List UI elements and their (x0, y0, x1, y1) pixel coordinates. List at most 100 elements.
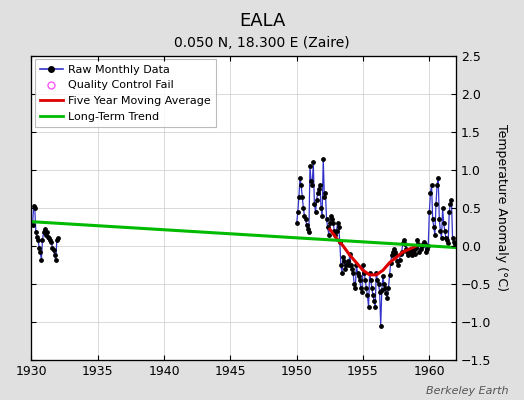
Point (308, 182, 316, 188)
Point (392, 252, 400, 258)
Point (400, 237, 408, 243)
Point (311, 209, 320, 215)
Point (43, 229, 51, 236)
Point (312, 197, 321, 204)
Point (394, 262, 402, 268)
Point (337, 262, 345, 268)
Point (307, 178, 315, 185)
Point (297, 182, 305, 188)
Point (423, 246, 431, 252)
Point (322, 216, 331, 222)
Point (333, 220, 342, 226)
Point (383, 294, 391, 301)
Point (368, 285, 376, 291)
Point (332, 228, 341, 234)
Point (385, 272, 394, 278)
Point (37, 256, 46, 263)
Point (433, 182, 441, 188)
Point (44, 234, 52, 240)
Point (436, 228, 444, 234)
Point (301, 216, 310, 222)
Point (446, 201, 454, 207)
Point (294, 193, 303, 200)
Point (334, 224, 343, 230)
Point (365, 270, 374, 276)
Point (393, 258, 401, 264)
Point (398, 249, 406, 255)
Point (47, 239, 56, 245)
Point (292, 220, 301, 226)
Point (352, 262, 361, 268)
Point (371, 304, 379, 310)
Point (381, 285, 389, 291)
Point (451, 241, 459, 248)
Point (438, 235, 446, 242)
Point (299, 205, 308, 211)
Point (447, 197, 456, 204)
Point (320, 193, 329, 200)
Point (304, 229, 313, 236)
Point (377, 322, 385, 329)
Point (45, 235, 53, 242)
Point (327, 212, 335, 219)
Point (40, 226, 49, 232)
Point (449, 235, 457, 242)
Point (303, 226, 312, 232)
Point (318, 212, 326, 219)
Point (298, 193, 307, 200)
Point (339, 254, 347, 261)
Y-axis label: Temperature Anomaly (°C): Temperature Anomaly (°C) (495, 124, 508, 292)
Point (426, 190, 434, 196)
Point (402, 246, 410, 252)
Point (440, 220, 448, 226)
Point (407, 246, 415, 253)
Point (346, 250, 354, 257)
Point (313, 190, 322, 196)
Point (418, 243, 426, 249)
Point (445, 209, 453, 215)
Point (300, 212, 309, 219)
Point (411, 250, 419, 257)
Point (293, 209, 302, 215)
Point (408, 252, 416, 258)
Point (450, 239, 458, 245)
Point (422, 249, 430, 255)
Point (347, 262, 355, 268)
Point (354, 273, 363, 280)
Point (359, 262, 367, 268)
Point (390, 246, 398, 252)
Point (380, 281, 388, 287)
Point (331, 231, 340, 238)
Point (401, 240, 409, 247)
Text: EALA: EALA (239, 12, 285, 30)
Point (358, 288, 366, 295)
Legend: Raw Monthly Data, Quality Control Fail, Five Year Moving Average, Long-Term Tren: Raw Monthly Data, Quality Control Fail, … (35, 59, 216, 127)
Point (343, 258, 352, 264)
Point (444, 240, 452, 246)
Point (439, 205, 447, 211)
Point (362, 285, 370, 291)
Point (329, 220, 337, 226)
Point (33, 234, 41, 240)
Point (314, 186, 323, 192)
Point (403, 249, 411, 255)
Point (30, 205, 39, 211)
Point (420, 239, 428, 245)
Point (324, 231, 333, 238)
Point (296, 174, 304, 181)
Point (330, 228, 339, 234)
Point (302, 222, 311, 228)
Point (395, 256, 403, 263)
Point (391, 249, 399, 255)
Point (441, 228, 449, 234)
Point (360, 270, 368, 276)
Point (378, 287, 386, 293)
Point (328, 216, 336, 222)
Point (370, 298, 378, 304)
Point (379, 273, 387, 280)
Point (321, 190, 330, 196)
Point (410, 246, 418, 253)
Point (384, 285, 392, 291)
Point (344, 262, 353, 268)
Point (361, 277, 369, 283)
